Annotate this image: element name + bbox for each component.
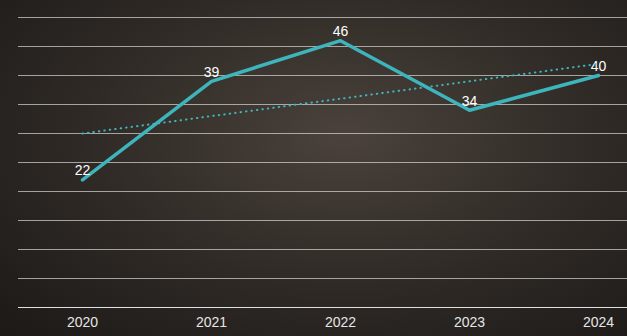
svg-text:2024: 2024: [583, 314, 614, 330]
svg-text:2023: 2023: [454, 314, 485, 330]
svg-text:2020: 2020: [67, 314, 98, 330]
svg-text:39: 39: [204, 64, 220, 80]
svg-text:22: 22: [75, 162, 91, 178]
svg-text:46: 46: [333, 23, 349, 39]
svg-text:34: 34: [462, 93, 478, 109]
svg-text:40: 40: [591, 58, 607, 74]
svg-text:2021: 2021: [196, 314, 227, 330]
svg-text:2022: 2022: [325, 314, 356, 330]
